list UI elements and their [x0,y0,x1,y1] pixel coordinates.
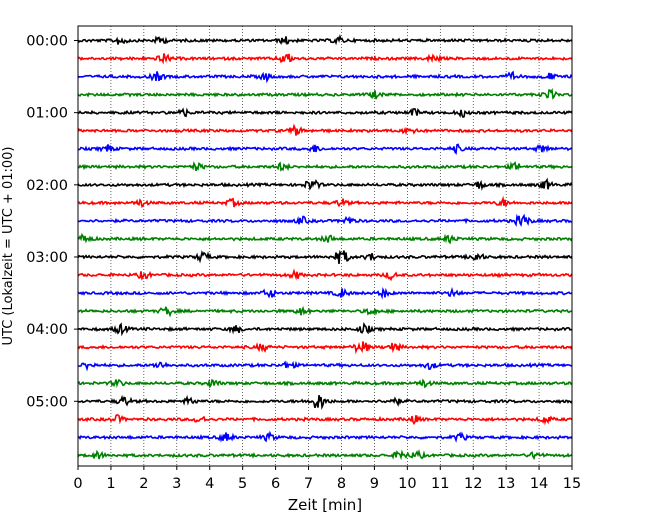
seismogram-trace [77,394,573,411]
seismogram-trace [77,341,573,355]
x-tick-label: 1 [106,476,115,492]
seismogram-trace [77,232,573,245]
seismogram-trace [77,249,573,264]
seismogram-trace [77,286,573,300]
seismogram-trace [77,107,573,119]
seismogram-trace [77,160,573,172]
x-tick-label: 6 [271,476,280,492]
seismogram-trace [77,305,572,318]
y-tick-label: 01:00 [26,106,68,122]
seismogram-trace [77,321,573,337]
x-tick-label: 7 [304,476,313,492]
seismogram-trace [77,414,573,426]
seismogram-trace [77,268,573,282]
x-tick-label: 4 [205,476,214,492]
y-tick-label: 02:00 [26,178,68,194]
y-tick-label: 03:00 [26,250,68,266]
seismogram-trace [77,123,573,136]
x-tick-label: 15 [563,476,581,492]
seismogram-trace [77,195,573,209]
x-tick-label: 0 [73,476,82,492]
x-axis-label: Zeit [min] [288,496,362,514]
seismogram-trace [77,213,573,228]
seismogram-trace [78,143,573,155]
x-tick-label: 5 [238,476,247,492]
seismogram-trace [77,430,573,443]
x-tick-label: 13 [497,476,515,492]
seismogram-trace [77,87,573,100]
x-tick-label: 14 [530,476,548,492]
y-tick-label: 04:00 [26,322,68,338]
seismogram-trace [77,33,573,46]
seismogram-trace [77,53,573,65]
plot-frame [77,25,573,467]
seismogram-trace [77,360,573,372]
seismogram-trace [77,449,573,461]
seismogram-trace [77,177,573,191]
x-tick-label: 11 [431,476,449,492]
x-axis-ticks: 0 1 2 3 4 5 6 7 8 9 10 11 12 13 14 15 [73,466,581,492]
x-tick-label: 10 [398,476,416,492]
x-tick-label: 3 [172,476,181,492]
seismogram-traces [77,33,573,461]
x-tick-label: 9 [370,476,379,492]
y-tick-label: 05:00 [26,394,68,410]
x-tick-label: 8 [337,476,346,492]
x-tick-label: 12 [464,476,482,492]
y-axis-ticks: 00:00 01:00 02:00 03:00 04:00 05:00 [26,34,78,410]
x-tick-label: 2 [139,476,148,492]
y-tick-label: 00:00 [26,34,68,50]
y-axis-label: UTC (Lokalzeit = UTC + 01:00) [1,147,16,346]
seismogram-trace [77,378,573,389]
minute-grid [110,26,540,466]
seismogram-trace [77,70,573,84]
